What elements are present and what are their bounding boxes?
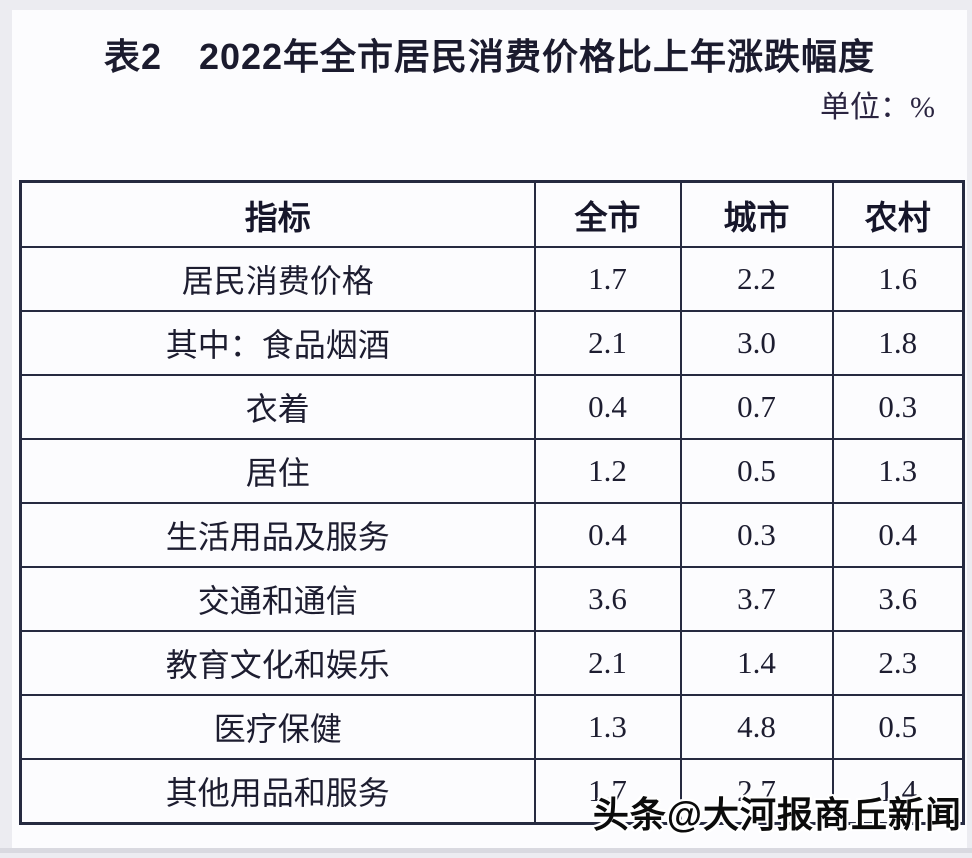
value-cell: 0.4 [831,502,965,568]
header-row: 指标 全市 城市 农村 [19,180,965,248]
page-edge-divider [0,848,972,853]
table-row: 居民消费价格 1.7 2.2 1.6 [19,246,965,312]
consumer-price-table: 指标 全市 城市 农村 居民消费价格 1.7 2.2 1.6 其中：食品烟酒 2… [19,180,965,825]
value-cell: 0.3 [831,374,965,440]
value-cell: 4.8 [679,694,834,760]
value-cell: 3.6 [533,566,682,632]
document-page: 表2 2022年全市居民消费价格比上年涨跌幅度 单位：% 指标 全市 城市 农村… [12,10,967,848]
indicator-cell: 其中：食品烟酒 [19,310,536,376]
value-cell: 1.4 [831,758,965,825]
table-row: 交通和通信 3.6 3.7 3.6 [19,566,965,632]
table-row: 衣着 0.4 0.7 0.3 [19,374,965,440]
value-cell: 0.7 [679,374,834,440]
column-header-indicator: 指标 [19,180,536,248]
value-cell: 3.7 [679,566,834,632]
table-row: 教育文化和娱乐 2.1 1.4 2.3 [19,630,965,696]
value-cell: 1.4 [679,630,834,696]
value-cell: 2.7 [679,758,834,825]
indicator-cell: 生活用品及服务 [19,502,536,568]
table-row: 居住 1.2 0.5 1.3 [19,438,965,504]
value-cell: 3.0 [679,310,834,376]
value-cell: 0.3 [679,502,834,568]
indicator-cell: 衣着 [19,374,536,440]
indicator-cell: 其他用品和服务 [19,758,536,825]
value-cell: 0.5 [679,438,834,504]
value-cell: 2.2 [679,246,834,312]
table-row: 生活用品及服务 0.4 0.3 0.4 [19,502,965,568]
value-cell: 2.3 [831,630,965,696]
value-cell: 1.6 [831,246,965,312]
value-cell: 1.8 [831,310,965,376]
value-cell: 0.5 [831,694,965,760]
column-header-urban: 城市 [679,180,834,248]
column-header-city-all: 全市 [533,180,682,248]
unit-label: 单位：% [820,91,935,124]
value-cell: 2.1 [533,310,682,376]
indicator-cell: 居住 [19,438,536,504]
indicator-cell: 教育文化和娱乐 [19,630,536,696]
indicator-cell: 居民消费价格 [19,246,536,312]
table-title: 表2 2022年全市居民消费价格比上年涨跌幅度 [103,36,876,77]
value-cell: 1.2 [533,438,682,504]
value-cell: 1.7 [533,758,682,825]
table-row: 医疗保健 1.3 4.8 0.5 [19,694,965,760]
indicator-cell: 交通和通信 [19,566,536,632]
value-cell: 1.7 [533,246,682,312]
value-cell: 3.6 [831,566,965,632]
indicator-cell: 医疗保健 [19,694,536,760]
table-row: 其他用品和服务 1.7 2.7 1.4 [19,758,965,825]
value-cell: 0.4 [533,374,682,440]
value-cell: 1.3 [831,438,965,504]
value-cell: 1.3 [533,694,682,760]
value-cell: 0.4 [533,502,682,568]
column-header-rural: 农村 [831,180,965,248]
value-cell: 2.1 [533,630,682,696]
table-row: 其中：食品烟酒 2.1 3.0 1.8 [19,310,965,376]
news-watermark: 头条@大河报商丘新闻 [592,794,962,835]
